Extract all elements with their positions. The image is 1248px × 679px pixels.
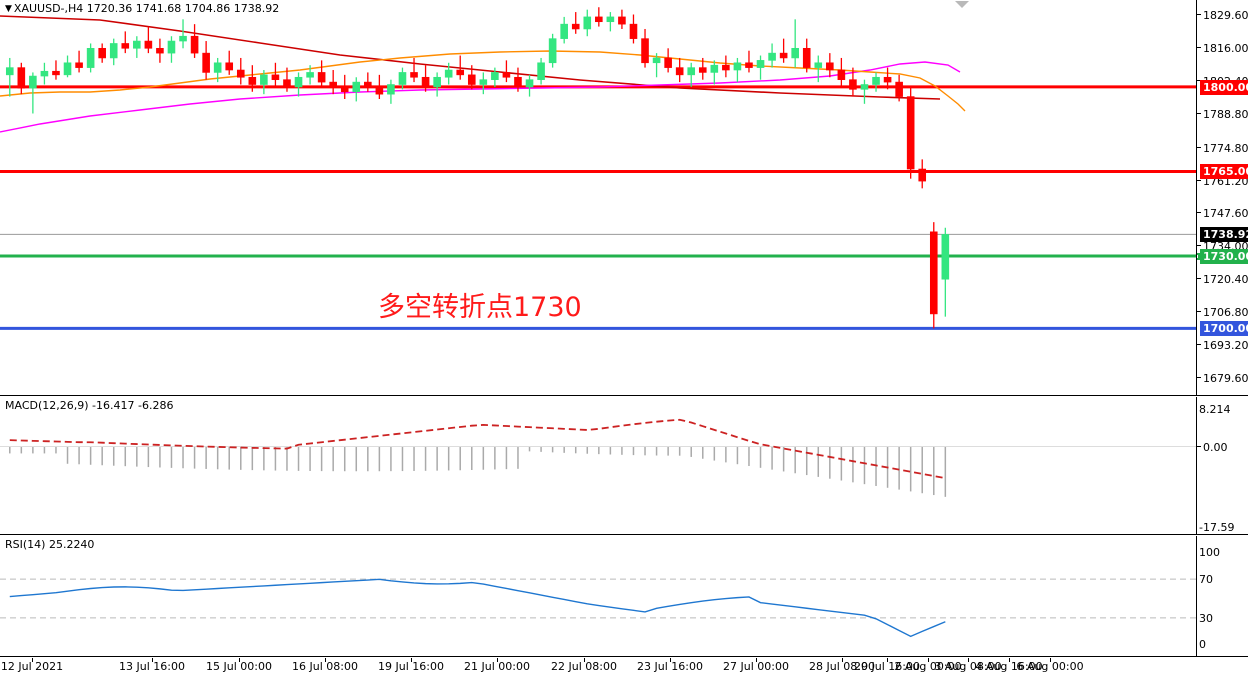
level-drag-handle[interactable]: [1197, 252, 1200, 260]
price-tick: 1734.00: [1197, 241, 1248, 252]
price-tick: 1747.60: [1197, 208, 1248, 219]
price-tick: 1829.60: [1197, 10, 1248, 21]
time-label: 23 Jul 16:00: [637, 660, 703, 673]
time-tick: [32, 658, 33, 662]
price-tick: 1679.60: [1197, 373, 1248, 384]
time-tick: [152, 658, 153, 662]
rsi-panel: 100 70 30 0 RSI(14) 25.2240: [0, 536, 1248, 657]
time-label: 27 Jul 00:00: [723, 660, 789, 673]
price-label-resistance[interactable]: 1800.00: [1200, 79, 1248, 95]
rsi-panel-legend: RSI(14) 25.2240: [5, 538, 95, 551]
moving-average-slow: [0, 61, 961, 133]
macd-tick: 0.00: [1197, 442, 1228, 453]
time-tick: [756, 658, 757, 662]
price-tick: 1816.00: [1197, 43, 1248, 54]
macd-tick: 8.214: [1199, 403, 1231, 416]
price-panel-bottom-border: [0, 395, 1248, 396]
time-label: 22 Jul 08:00: [551, 660, 617, 673]
price-label-support[interactable]: 1700.00: [1200, 321, 1248, 337]
price-panel-legend: ▼ XAUUSD-,H4 1720.36 1741.68 1704.86 1738…: [5, 3, 279, 15]
time-tick: [411, 658, 412, 662]
rsi-chart-svg: [0, 578, 1196, 638]
rsi-tick: 30: [1199, 611, 1213, 625]
time-label: 19 Jul 16:00: [378, 660, 444, 673]
time-label: 3 Aug 08:00: [934, 660, 1002, 673]
time-tick: [584, 658, 585, 662]
price-tick: 1774.80: [1197, 143, 1248, 154]
macd-chart-svg: [0, 418, 1196, 497]
price-label-pivot[interactable]: 1730.00: [1200, 248, 1248, 264]
price-tick: 1720.40: [1197, 274, 1248, 285]
price-panel: 1829.601816.001802.401788.801774.801761.…: [0, 0, 1248, 396]
price-tick: 1693.20: [1197, 340, 1248, 351]
time-tick: [887, 658, 888, 662]
price-plot-area[interactable]: [0, 0, 1196, 396]
rsi-axis-separator: [1196, 536, 1197, 657]
price-tick: 1761.20: [1197, 176, 1248, 187]
time-label: 21 Jul 00:00: [464, 660, 530, 673]
time-tick: [325, 658, 326, 662]
time-label: 6 Aug 00:00: [1016, 660, 1084, 673]
time-label: 16 Jul 08:00: [292, 660, 358, 673]
time-label: 4 Aug 16:00: [975, 660, 1043, 673]
price-tick: 1788.80: [1197, 109, 1248, 120]
time-axis[interactable]: 12 Jul 2021 13 Jul 16:00 15 Jul 00:00 16 Ju…: [0, 658, 1196, 679]
price-label-resistance[interactable]: 1765.00: [1200, 164, 1248, 180]
rsi-panel-bottom-border: [0, 656, 1248, 657]
price-label-current-price[interactable]: 1738.92: [1200, 227, 1248, 243]
macd-panel-bottom-border: [0, 534, 1248, 535]
time-label: 29 Jul 16:00: [854, 660, 920, 673]
time-label: 2 Aug 00:00: [894, 660, 962, 673]
moving-average-fast: [0, 50, 966, 112]
time-label: 13 Jul 16:00: [119, 660, 185, 673]
rsi-line: [9, 578, 946, 638]
time-tick: [1050, 658, 1051, 662]
time-tick: [239, 658, 240, 662]
time-label: 12 Jul 2021: [0, 660, 64, 673]
price-tick: 1706.80: [1197, 307, 1248, 318]
time-label: 28 Jul 08:00: [809, 660, 875, 673]
macd-panel: 8.214 0.00 -17.59 MACD(12,26,9) -16.417 -6…: [0, 397, 1248, 535]
macd-signal-line: [9, 418, 946, 480]
macd-axis-separator: [1196, 397, 1197, 535]
chart-annotation-text: 多空转折点1730: [378, 292, 582, 323]
price-axis[interactable]: 1829.601816.001802.401788.801774.801761.…: [1197, 0, 1248, 396]
candlestick-series: [5, 7, 950, 329]
rsi-tick: 70: [1199, 573, 1213, 587]
rsi-tick: 0: [1199, 638, 1206, 651]
macd-panel-legend: MACD(12,26,9) -16.417 -6.286: [5, 399, 174, 412]
price-chart-svg: [0, 7, 1196, 330]
time-tick: [928, 658, 929, 662]
symbol-timeframe-ohlc: XAUUSD-,H4 1720.36 1741.68 1704.86 1738.…: [13, 2, 280, 15]
collapse-caret-icon[interactable]: ▼: [5, 4, 12, 14]
macd-plot-area[interactable]: [0, 397, 1196, 535]
rsi-axis[interactable]: 100 70 30 0: [1197, 536, 1248, 657]
macd-axis[interactable]: 8.214 0.00 -17.59: [1197, 397, 1248, 535]
price-axis-separator: [1196, 0, 1197, 396]
rsi-plot-area[interactable]: [0, 536, 1196, 657]
time-label: 15 Jul 00:00: [206, 660, 272, 673]
time-tick: [670, 658, 671, 662]
rsi-tick: 100: [1199, 546, 1220, 559]
time-tick: [968, 658, 969, 662]
time-tick: [497, 658, 498, 662]
time-tick: [842, 658, 843, 662]
time-tick: [1009, 658, 1010, 662]
chart-top-marker-icon: [955, 1, 969, 8]
macd-histogram: [9, 446, 947, 497]
macd-tick: -17.59: [1199, 521, 1235, 534]
